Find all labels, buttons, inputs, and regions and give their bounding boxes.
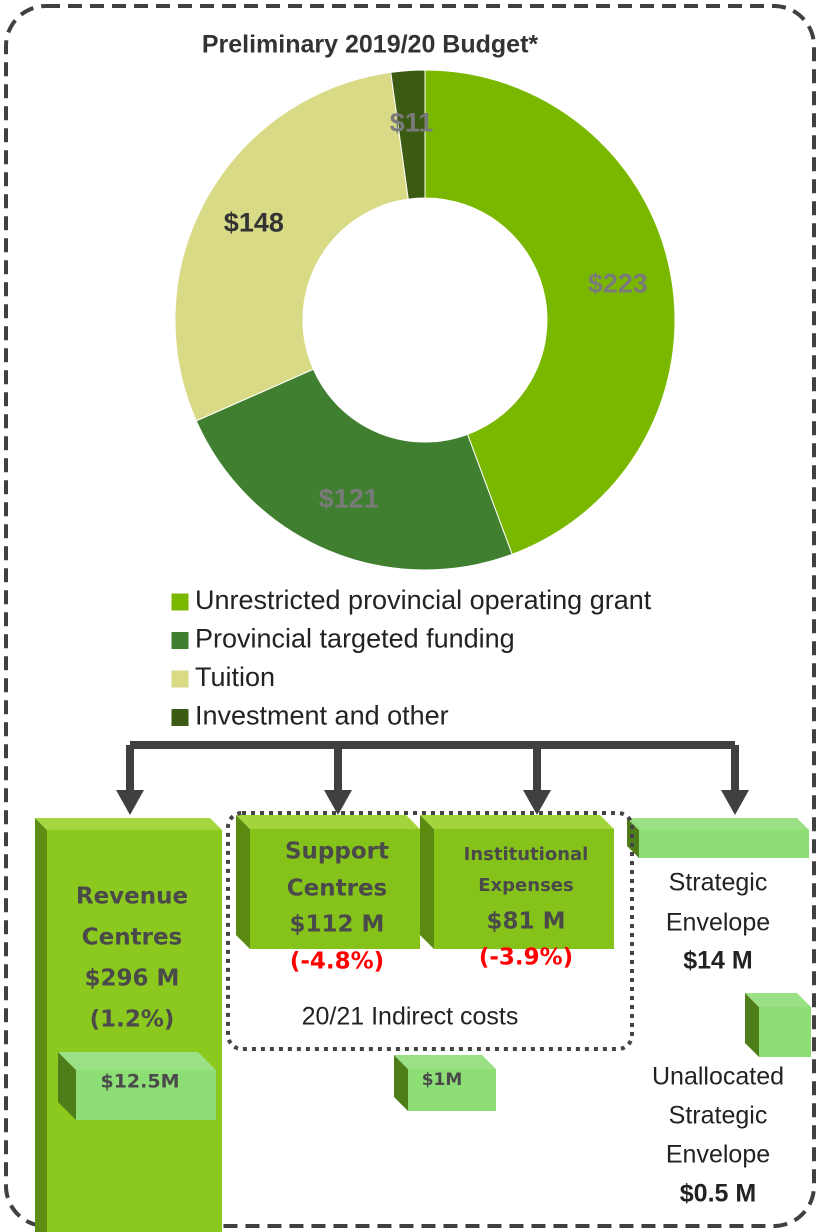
box-text: Centres bbox=[287, 876, 387, 902]
box-front bbox=[250, 829, 420, 949]
box-text: Support bbox=[285, 839, 389, 865]
box-front bbox=[47, 830, 222, 1232]
donut: $223 $121 $148 $11 bbox=[174, 69, 676, 571]
box-side bbox=[745, 993, 759, 1057]
box-text: Strategic bbox=[669, 869, 768, 897]
legend-label: Provincial targeted funding bbox=[195, 624, 515, 654]
box-text: $81 M bbox=[487, 909, 566, 935]
box-front bbox=[434, 829, 614, 949]
legend-swatch bbox=[170, 669, 190, 689]
donut-slice bbox=[195, 368, 513, 571]
arrowhead bbox=[721, 790, 749, 815]
box-texts: Revenue Centres $296 M (1.2%) $12.5M Sup… bbox=[76, 839, 784, 1208]
box-front bbox=[759, 1007, 811, 1057]
box-text: (-4.8%) bbox=[290, 949, 384, 975]
box-top bbox=[420, 815, 614, 829]
box-text: (-3.9%) bbox=[479, 945, 573, 971]
box-text: $1M bbox=[422, 1070, 463, 1090]
arrows bbox=[116, 741, 749, 815]
arrowhead bbox=[324, 790, 352, 815]
box-side bbox=[58, 1052, 76, 1120]
box-front bbox=[76, 1070, 216, 1120]
chart-title: Preliminary 2019/20 Budget* bbox=[202, 31, 539, 59]
box-front bbox=[639, 830, 809, 858]
box-text: Unallocated bbox=[652, 1063, 784, 1091]
box-text: Expenses bbox=[478, 875, 573, 896]
legend-swatch bbox=[170, 631, 190, 650]
box-side bbox=[35, 818, 47, 1232]
boxes bbox=[35, 815, 811, 1232]
box-side bbox=[394, 1055, 408, 1111]
box-text: $0.5 M bbox=[680, 1180, 756, 1208]
outer-border bbox=[4, 4, 816, 1228]
box-text: $112 M bbox=[290, 912, 385, 938]
box-text: Strategic bbox=[669, 1102, 768, 1130]
box-top bbox=[35, 818, 222, 830]
box-text: $296 M bbox=[85, 966, 180, 992]
box-text: Institutional bbox=[464, 844, 589, 865]
box-top bbox=[627, 818, 809, 830]
box-text: $14 M bbox=[683, 947, 752, 975]
group-label: 20/21 Indirect costs bbox=[302, 1003, 519, 1031]
data-label: $121 bbox=[319, 484, 379, 514]
legend-swatch bbox=[170, 708, 190, 727]
box-text: $12.5M bbox=[100, 1071, 179, 1093]
box-top bbox=[394, 1055, 496, 1069]
donut-slice bbox=[424, 69, 676, 555]
box-top bbox=[236, 815, 420, 829]
box-front bbox=[408, 1069, 496, 1111]
box-side bbox=[236, 815, 250, 949]
box-text: Envelope bbox=[666, 1141, 770, 1169]
legend-label: Unrestricted provincial operating grant bbox=[195, 585, 652, 615]
arrowhead bbox=[116, 790, 144, 815]
box-side bbox=[420, 815, 434, 949]
legend-label: Tuition bbox=[195, 662, 275, 692]
box-text: Envelope bbox=[666, 909, 770, 937]
box-text: (1.2%) bbox=[90, 1007, 175, 1033]
data-label: $148 bbox=[224, 208, 284, 238]
arrowhead bbox=[523, 790, 551, 815]
data-label: $223 bbox=[588, 268, 648, 298]
donut-slice bbox=[174, 71, 409, 422]
legend-label: Investment and other bbox=[195, 701, 449, 731]
box-text: Revenue bbox=[76, 884, 188, 910]
legend-swatch bbox=[170, 592, 190, 612]
data-label: $11 bbox=[390, 108, 434, 138]
box-top bbox=[745, 993, 811, 1007]
donut-slice bbox=[390, 69, 426, 200]
legend: Unrestricted provincial operating grant P… bbox=[170, 585, 652, 731]
box-top bbox=[58, 1052, 216, 1070]
box-text: Centres bbox=[82, 925, 182, 951]
